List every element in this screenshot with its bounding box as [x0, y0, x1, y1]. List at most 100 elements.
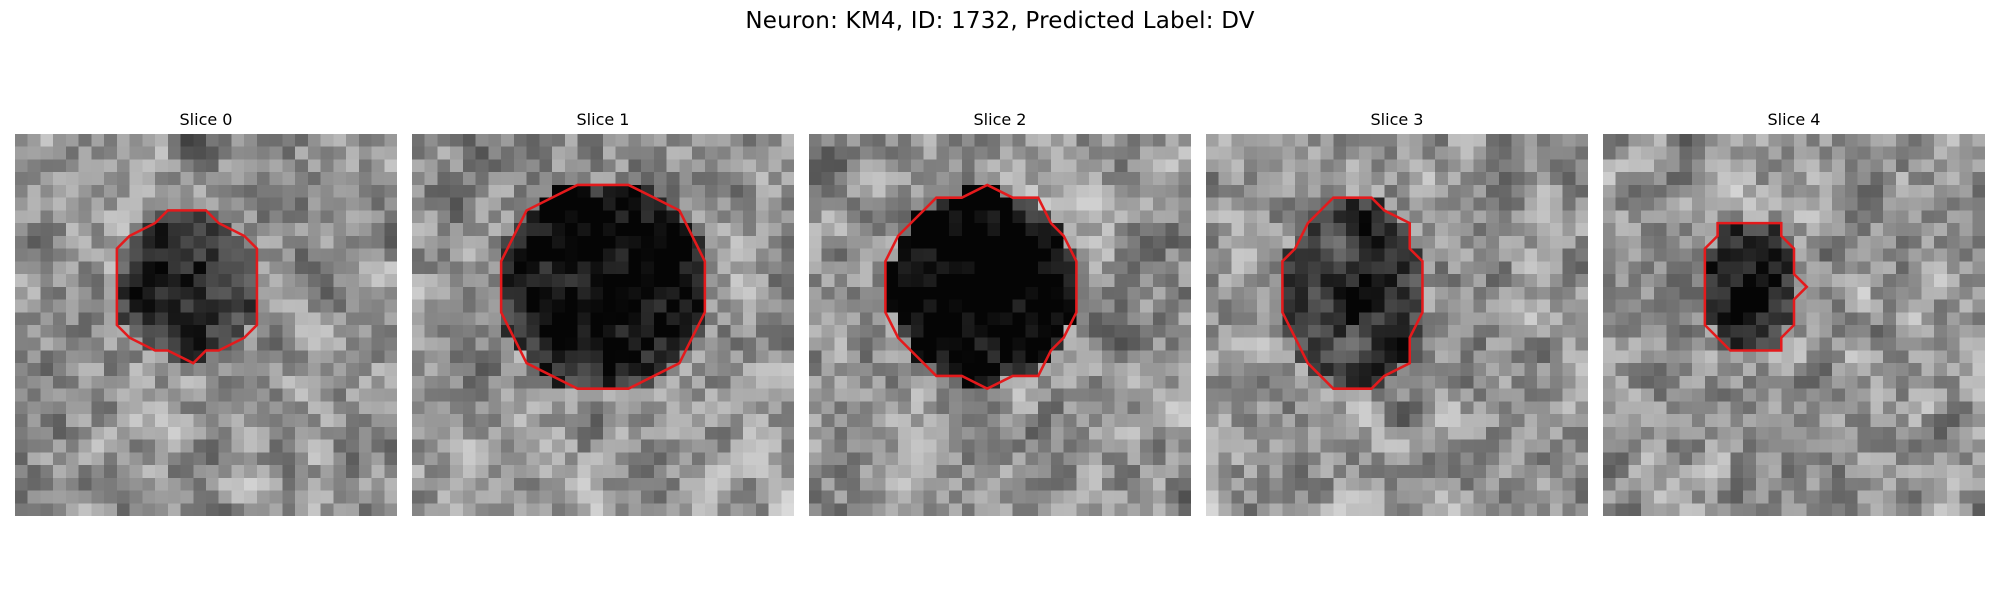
- image-pixel: [1755, 414, 1769, 428]
- image-pixel: [1832, 184, 1846, 198]
- image-pixel: [1832, 375, 1846, 389]
- image-pixel: [424, 439, 438, 453]
- image-pixel: [475, 312, 489, 326]
- image-pixel: [872, 235, 886, 249]
- image-pixel: [307, 363, 321, 377]
- image-pixel: [1511, 503, 1525, 516]
- image-pixel: [1844, 312, 1858, 326]
- image-pixel: [1524, 184, 1538, 198]
- image-pixel: [1946, 414, 1960, 428]
- image-pixel: [717, 261, 731, 275]
- image-pixel: [333, 401, 347, 415]
- image-pixel: [450, 363, 464, 377]
- image-pixel: [641, 414, 655, 428]
- image-pixel: [358, 274, 372, 288]
- image-pixel: [1959, 477, 1973, 491]
- image-pixel: [371, 197, 385, 211]
- image-pixel: [961, 414, 975, 428]
- image-pixel: [282, 452, 296, 466]
- image-pixel: [1844, 350, 1858, 364]
- image-pixel: [501, 172, 515, 186]
- image-pixel: [1883, 452, 1897, 466]
- image-pixel: [206, 503, 219, 516]
- image-pixel: [1231, 286, 1245, 300]
- image-pixel: [717, 401, 731, 415]
- image-pixel: [1397, 490, 1410, 504]
- image-pixel: [53, 261, 67, 275]
- image-pixel: [1025, 248, 1039, 262]
- image-pixel: [641, 286, 655, 300]
- image-pixel: [704, 159, 718, 173]
- image-pixel: [821, 401, 835, 415]
- image-pixel: [847, 401, 861, 415]
- image-pixel: [821, 210, 835, 224]
- image-pixel: [1870, 248, 1884, 262]
- image-pixel: [1755, 274, 1769, 288]
- image-pixel: [244, 503, 258, 516]
- image-pixel: [1358, 172, 1372, 186]
- image-pixel: [27, 159, 41, 173]
- image-pixel: [295, 184, 309, 198]
- image-pixel: [488, 184, 502, 198]
- image-pixel: [1832, 197, 1846, 211]
- image-pixel: [590, 375, 604, 389]
- image-pixel: [1486, 286, 1500, 300]
- image-pixel: [1152, 223, 1166, 237]
- image-pixel: [1152, 401, 1166, 415]
- image-pixel: [781, 286, 794, 300]
- image-pixel: [424, 235, 438, 249]
- image-pixel: [1295, 414, 1309, 428]
- image-pixel: [949, 452, 963, 466]
- image-pixel: [603, 375, 616, 389]
- image-pixel: [1076, 439, 1090, 453]
- image-pixel: [307, 274, 321, 288]
- image-pixel: [1038, 274, 1052, 288]
- image-pixel: [539, 375, 553, 389]
- image-pixel: [1641, 172, 1655, 186]
- image-pixel: [1447, 490, 1461, 504]
- image-pixel: [1473, 337, 1487, 351]
- image-pixel: [282, 248, 296, 262]
- image-pixel: [717, 350, 731, 364]
- image-pixel: [1575, 197, 1588, 211]
- image-pixel: [552, 375, 566, 389]
- image-pixel: [450, 299, 464, 313]
- image-pixel: [1628, 184, 1642, 198]
- image-pixel: [384, 235, 397, 249]
- image-pixel: [859, 388, 873, 402]
- image-pixel: [40, 490, 54, 504]
- image-pixel: [1231, 172, 1245, 186]
- image-pixel: [1844, 235, 1858, 249]
- image-pixel: [615, 401, 629, 415]
- image-pixel: [371, 350, 385, 364]
- image-pixel: [1575, 248, 1588, 262]
- image-pixel: [755, 312, 769, 326]
- image-pixel: [1743, 401, 1757, 415]
- image-pixel: [1089, 172, 1103, 186]
- image-pixel: [1781, 426, 1795, 440]
- image-pixel: [437, 337, 451, 351]
- image-pixel: [1282, 299, 1296, 313]
- image-pixel: [1870, 223, 1884, 237]
- image-pixel: [1511, 325, 1525, 338]
- image-pixel: [1114, 414, 1128, 428]
- image-pixel: [847, 134, 861, 147]
- image-pixel: [1704, 312, 1718, 326]
- image-pixel: [1549, 325, 1563, 338]
- image-pixel: [1704, 337, 1718, 351]
- image-pixel: [923, 248, 937, 262]
- image-pixel: [1959, 261, 1973, 275]
- image-pixel: [1870, 146, 1884, 160]
- image-pixel: [1025, 134, 1039, 147]
- image-pixel: [1537, 223, 1551, 237]
- image-pixel: [1409, 477, 1423, 491]
- image-pixel: [1460, 337, 1474, 351]
- image-pixel: [1832, 235, 1846, 249]
- image-pixel: [1832, 286, 1846, 300]
- image-pixel: [450, 490, 464, 504]
- image-pixel: [666, 426, 680, 440]
- image-pixel: [1422, 172, 1436, 186]
- image-pixel: [821, 388, 835, 402]
- image-pixel: [1101, 465, 1115, 479]
- image-pixel: [167, 477, 181, 491]
